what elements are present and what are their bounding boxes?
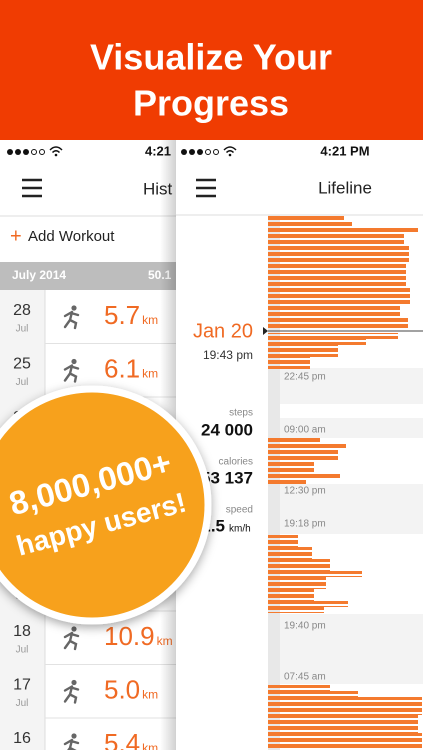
row-distance: 5.0 bbox=[104, 674, 140, 704]
runner-icon bbox=[63, 733, 80, 750]
row-month: Jul bbox=[16, 324, 29, 335]
runner-icon bbox=[63, 358, 80, 383]
row-day: 17 bbox=[13, 677, 31, 694]
header-title: Progress bbox=[133, 83, 289, 124]
signal-icon bbox=[181, 146, 237, 157]
lifeline-date: Jan 20 bbox=[193, 320, 253, 342]
row-distance: 6.1 bbox=[104, 353, 140, 383]
timestamp: 19:18 pm bbox=[284, 519, 326, 530]
row-distance: 10.9 bbox=[104, 621, 155, 651]
workout-row[interactable]: 28 Jul 5.7 km bbox=[13, 300, 176, 344]
row-unit: km bbox=[142, 313, 158, 327]
row-month: Jul bbox=[16, 645, 29, 656]
timestamp: 07:45 am bbox=[284, 672, 326, 683]
workout-row[interactable]: 25 Jul 6.1 km bbox=[13, 353, 176, 398]
row-distance: 5.7 bbox=[104, 300, 140, 330]
menu-icon[interactable] bbox=[196, 178, 216, 198]
add-icon[interactable]: + bbox=[10, 225, 22, 247]
stat-value: 24 000 bbox=[201, 420, 253, 439]
row-distance: 5.4 bbox=[104, 728, 140, 750]
stat-value: 53 137 bbox=[201, 468, 253, 487]
row-unit: km bbox=[142, 688, 158, 702]
status-time: 4:21 PM bbox=[320, 143, 369, 158]
activity-bars bbox=[268, 215, 422, 750]
runner-icon bbox=[63, 305, 80, 330]
timestamp: 09:00 am bbox=[284, 425, 326, 436]
signal-icon bbox=[7, 146, 63, 157]
nav-title: Lifeline bbox=[318, 178, 372, 197]
menu-icon[interactable] bbox=[22, 178, 42, 198]
timestamp: 22:45 pm bbox=[284, 372, 326, 383]
header-bg bbox=[0, 0, 423, 140]
stat-label: steps bbox=[229, 408, 253, 419]
workout-row[interactable]: 16Jul5.4km bbox=[13, 728, 176, 750]
runner-icon bbox=[63, 679, 80, 704]
row-unit: km bbox=[142, 367, 158, 381]
row-day: 18 bbox=[13, 623, 31, 640]
row-day: 25 bbox=[13, 356, 31, 373]
section-month: July 2014 bbox=[12, 268, 66, 282]
runner-icon bbox=[63, 626, 80, 651]
row-day: 28 bbox=[13, 302, 31, 319]
lifeline-time: 19:43 pm bbox=[203, 348, 253, 362]
badge: 8,000,000+ happy users! bbox=[0, 385, 212, 625]
lifeline-screen: 4:21 PM Lifeline bbox=[160, 140, 423, 750]
row-unit: km bbox=[142, 741, 158, 750]
header-title: Visualize Your bbox=[90, 37, 332, 78]
workout-row[interactable]: 17 Jul 5.0 km bbox=[13, 674, 176, 719]
row-month: Jul bbox=[16, 698, 29, 709]
row-month: Jul bbox=[16, 377, 29, 388]
time-bands bbox=[268, 368, 423, 684]
timestamp: 19:40 pm bbox=[284, 621, 326, 632]
stat-unit: km/h bbox=[229, 524, 251, 535]
add-workout[interactable]: Add Workout bbox=[28, 228, 115, 245]
stat-label: speed bbox=[226, 505, 253, 516]
timestamp: 12:30 pm bbox=[284, 486, 326, 497]
section-bg bbox=[0, 262, 176, 290]
stat-label: calories bbox=[219, 457, 253, 468]
row-day: 16 bbox=[13, 730, 31, 747]
